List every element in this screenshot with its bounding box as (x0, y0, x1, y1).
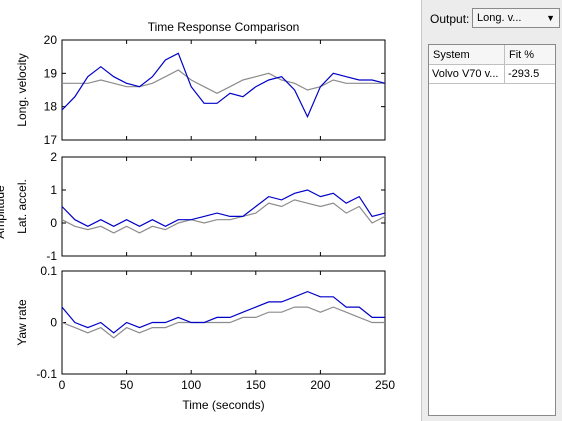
chart-title: Time Response Comparison (148, 20, 300, 34)
y-axis-label: Amplitude (0, 185, 7, 239)
x-tick-label: 250 (375, 378, 395, 392)
measured-line-0 (62, 69, 385, 94)
simulated-line-1 (61, 189, 386, 227)
y-tick-label: 2 (50, 150, 57, 164)
plot-area: Time Response Comparison 17 18 19 20 Long. ve… (0, 20, 395, 412)
output-dropdown-value: Long. v... (477, 12, 522, 24)
x-axis-label: Time (seconds) (182, 398, 264, 412)
column-header-fit[interactable]: Fit % (505, 45, 555, 65)
y-tick-label: 17 (44, 133, 58, 147)
side-panel: Output: Long. v... ▼ System Fit % Volvo … (421, 0, 562, 421)
x-tick-label: 200 (310, 378, 330, 392)
x-tick-label: 100 (181, 378, 201, 392)
y-tick-label: 20 (44, 33, 58, 47)
subplot-ylabel: Lat. accel. (15, 179, 29, 234)
subplot-ylabel: Long. velocity (15, 53, 29, 126)
y-tick-label: 1 (50, 183, 57, 197)
y-tick-label: 18 (44, 100, 58, 114)
column-header-system[interactable]: System (429, 45, 505, 65)
subplot-ylabel: Yaw rate (15, 299, 29, 346)
x-tick-label: 0 (59, 378, 66, 392)
table-cell-system[interactable]: Volvo V70 v... (429, 65, 505, 84)
y-tick-label: 0 (50, 316, 57, 330)
y-tick-label: 19 (44, 66, 58, 80)
output-label: Output: (430, 12, 470, 26)
chevron-down-icon: ▼ (546, 13, 555, 23)
output-dropdown[interactable]: Long. v... ▼ (472, 8, 560, 28)
y-tick-label: 0 (50, 216, 57, 230)
simulated-line-0 (61, 52, 386, 119)
y-tick-label: 0.1 (40, 264, 57, 278)
table-cell-fit[interactable]: -293.5 (505, 65, 555, 84)
fit-table: System Fit % Volvo V70 v... -293.5 (428, 44, 556, 416)
y-tick-label: -1 (46, 249, 57, 263)
subplot-axes-1 (61, 156, 386, 257)
x-tick-label: 150 (246, 378, 266, 392)
measured-line-2 (61, 306, 385, 339)
simulated-line-2 (61, 290, 385, 334)
measured-line-1 (61, 199, 386, 234)
y-tick-label: -0.1 (36, 367, 57, 381)
x-tick-label: 50 (120, 378, 134, 392)
